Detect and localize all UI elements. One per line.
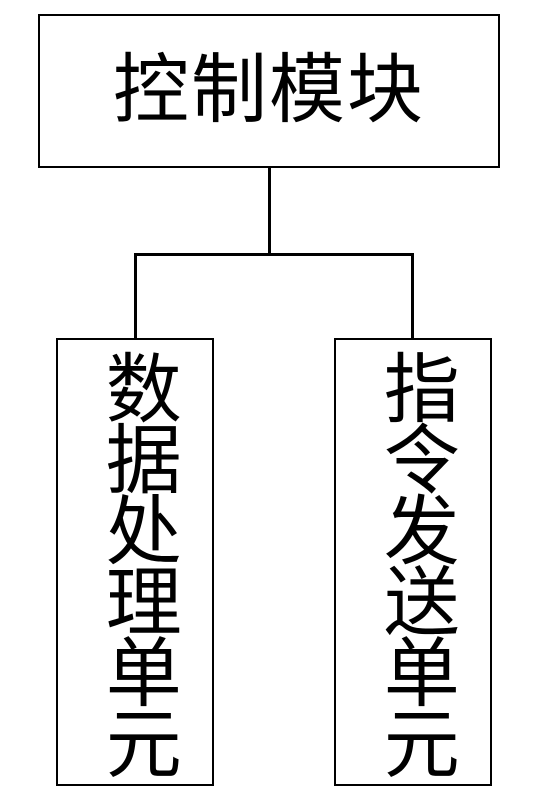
right-node: 指令发送单元 xyxy=(334,338,492,786)
left-label: 数据处理单元 xyxy=(96,349,174,775)
left-node: 数据处理单元 xyxy=(56,338,214,786)
right-label: 指令发送单元 xyxy=(374,349,452,775)
root-node: 控制模块 xyxy=(38,14,500,168)
connector-main xyxy=(268,168,271,256)
connector-horizontal xyxy=(134,253,414,256)
root-label: 控制模块 xyxy=(113,53,425,129)
connector-right xyxy=(411,253,414,338)
connector-left xyxy=(134,253,137,338)
